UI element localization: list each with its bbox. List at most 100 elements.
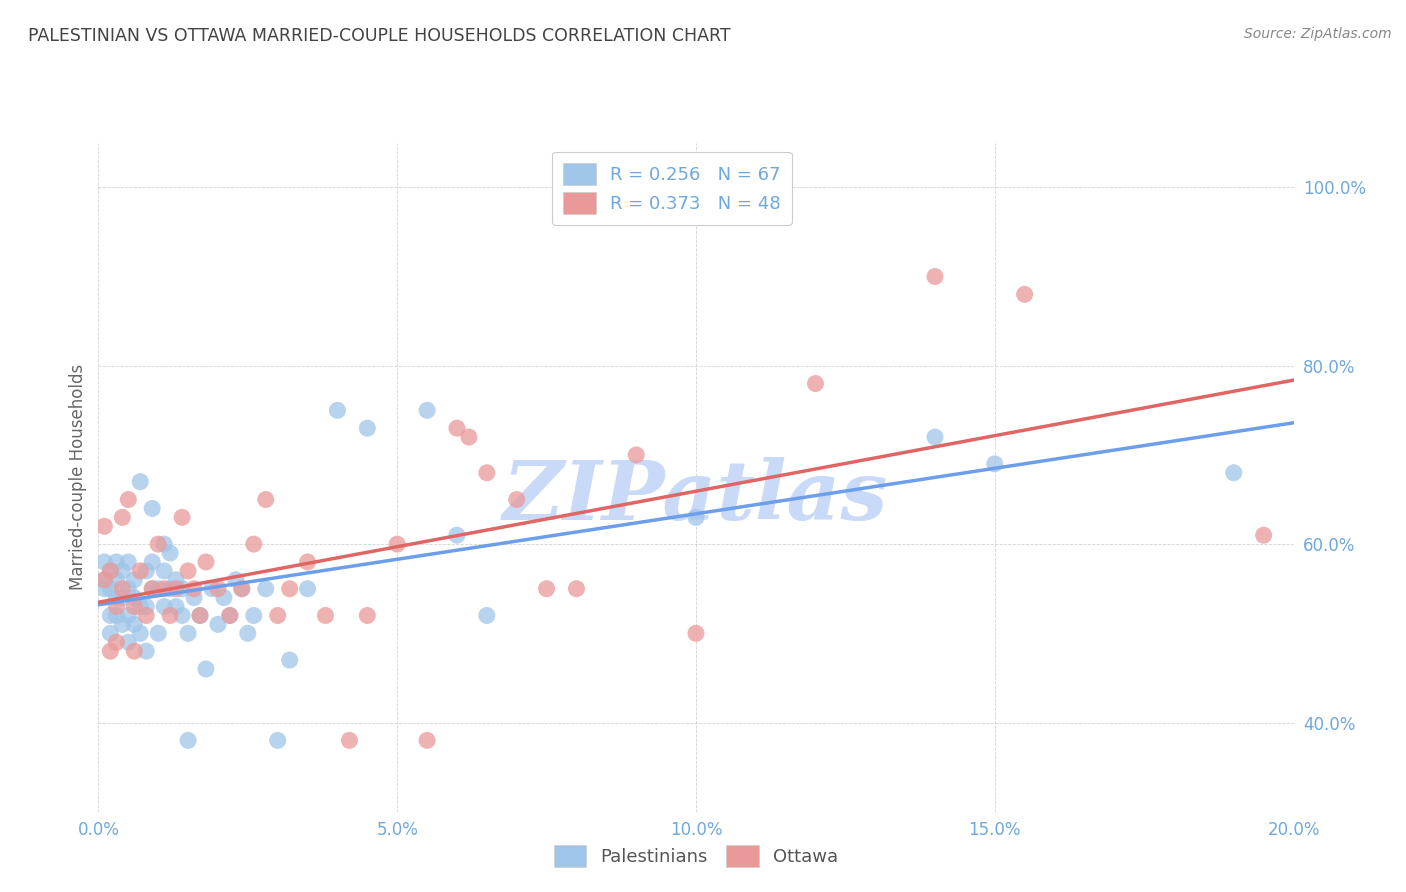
Point — [188, 608, 211, 623]
Point — [117, 635, 139, 649]
Point — [117, 608, 139, 623]
Point — [339, 733, 360, 747]
Point — [153, 564, 176, 578]
Point — [267, 733, 290, 747]
Point — [475, 608, 498, 623]
Point — [278, 653, 301, 667]
Point — [183, 582, 205, 596]
Point — [98, 582, 122, 596]
Point — [278, 582, 301, 596]
Point — [159, 608, 181, 623]
Point — [153, 537, 176, 551]
Point — [111, 564, 134, 578]
Point — [267, 608, 290, 623]
Point — [1253, 528, 1275, 542]
Point — [98, 564, 122, 578]
Point — [135, 644, 157, 658]
Point — [124, 599, 146, 614]
Point — [105, 599, 128, 614]
Point — [624, 448, 647, 462]
Point — [207, 582, 229, 596]
Text: Source: ZipAtlas.com: Source: ZipAtlas.com — [1244, 27, 1392, 41]
Point — [117, 492, 139, 507]
Point — [172, 608, 194, 623]
Point — [254, 582, 277, 596]
Text: PALESTINIAN VS OTTAWA MARRIED-COUPLE HOUSEHOLDS CORRELATION CHART: PALESTINIAN VS OTTAWA MARRIED-COUPLE HOU… — [28, 27, 731, 45]
Point — [105, 555, 128, 569]
Point — [297, 582, 319, 596]
Point — [212, 591, 235, 605]
Point — [243, 608, 266, 623]
Point — [105, 573, 128, 587]
Point — [231, 582, 253, 596]
Point — [141, 555, 163, 569]
Point — [124, 644, 146, 658]
Point — [111, 510, 134, 524]
Point — [141, 582, 163, 596]
Point — [446, 421, 468, 435]
Point — [105, 608, 128, 623]
Point — [105, 591, 128, 605]
Text: ZIPatlas: ZIPatlas — [503, 458, 889, 537]
Point — [129, 599, 152, 614]
Point — [207, 617, 229, 632]
Point — [685, 510, 707, 524]
Point — [356, 421, 378, 435]
Point — [177, 733, 200, 747]
Point — [446, 528, 468, 542]
Point — [148, 582, 170, 596]
Point — [117, 582, 139, 596]
Point — [111, 582, 134, 596]
Point — [177, 626, 200, 640]
Point — [1223, 466, 1246, 480]
Point — [148, 626, 170, 640]
Point — [93, 573, 115, 587]
Point — [135, 564, 157, 578]
Point — [225, 573, 247, 587]
Point — [1014, 287, 1036, 301]
Point — [243, 537, 266, 551]
Point — [93, 573, 115, 587]
Point — [983, 457, 1005, 471]
Point — [685, 626, 707, 640]
Point — [416, 403, 439, 417]
Point — [93, 582, 115, 596]
Point — [129, 564, 152, 578]
Point — [159, 546, 181, 560]
Point — [98, 644, 122, 658]
Point — [153, 599, 176, 614]
Point — [194, 662, 218, 676]
Point — [148, 537, 170, 551]
Point — [177, 564, 200, 578]
Point — [565, 582, 588, 596]
Point — [188, 608, 211, 623]
Point — [254, 492, 277, 507]
Point — [201, 582, 224, 596]
Point — [804, 376, 827, 391]
Point — [183, 591, 205, 605]
Point — [153, 582, 176, 596]
Point — [475, 466, 498, 480]
Point — [111, 591, 134, 605]
Point — [124, 617, 146, 632]
Point — [98, 608, 122, 623]
Point — [236, 626, 259, 640]
Point — [924, 430, 946, 444]
Point — [219, 608, 242, 623]
Point — [111, 617, 134, 632]
Point — [297, 555, 319, 569]
Point — [458, 430, 481, 444]
Point — [385, 537, 409, 551]
Point — [536, 582, 558, 596]
Point — [98, 626, 122, 640]
Y-axis label: Married-couple Households: Married-couple Households — [69, 364, 87, 591]
Point — [165, 573, 187, 587]
Point — [172, 510, 194, 524]
Point — [172, 582, 194, 596]
Point — [159, 582, 181, 596]
Point — [93, 555, 115, 569]
Point — [124, 591, 146, 605]
Point — [141, 582, 163, 596]
Point — [98, 564, 122, 578]
Point — [129, 626, 152, 640]
